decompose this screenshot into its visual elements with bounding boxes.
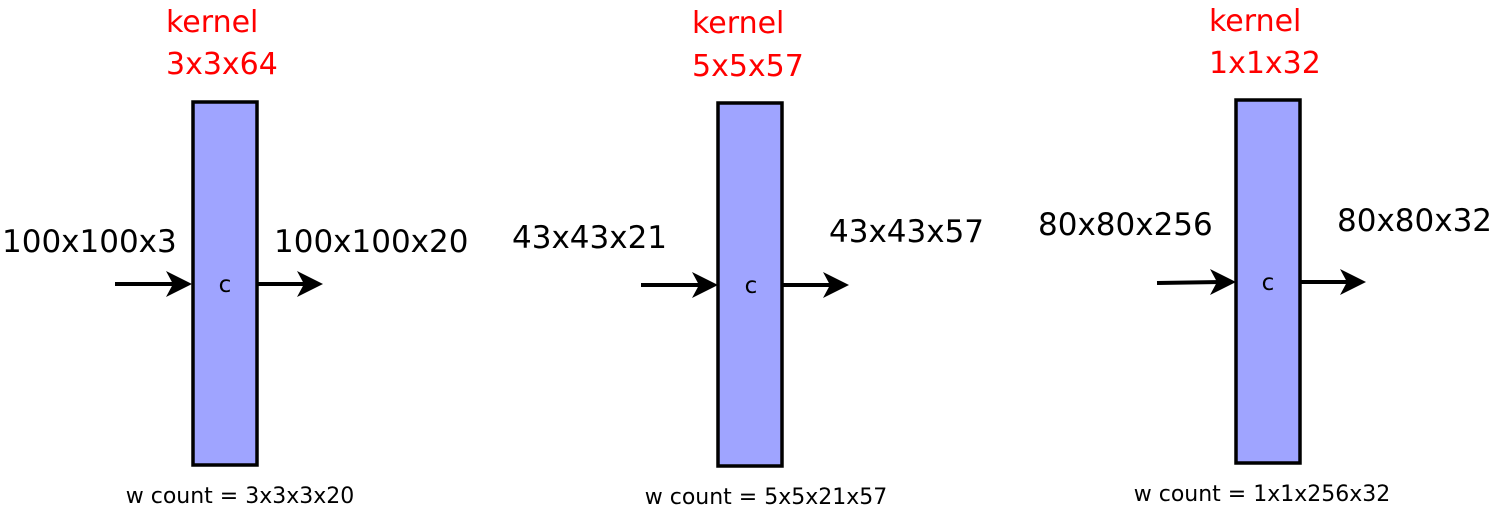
conv-layer-1: kernel 3x3x64 c 100x100x3 100x100x20 w c… [2, 5, 468, 509]
output-arrow-head [1340, 269, 1366, 295]
conv-layer-box [1234, 98, 1302, 465]
layer-label: c [219, 272, 232, 298]
weight-count: w count = 1x1x256x32 [1134, 482, 1391, 507]
layer-label: c [745, 273, 758, 299]
conv-layer-box [191, 100, 259, 467]
weight-count: w count = 3x3x3x20 [126, 484, 355, 509]
input-dims: 43x43x21 [512, 220, 667, 256]
output-arrow-head [297, 271, 323, 297]
kernel-size: 5x5x57 [692, 49, 804, 84]
input-dims: 80x80x256 [1038, 207, 1213, 243]
input-arrow [1156, 280, 1222, 285]
weight-count: w count = 5x5x21x57 [645, 485, 888, 510]
output-dims: 100x100x20 [274, 224, 468, 260]
kernel-label: kernel [166, 5, 258, 40]
output-dims: 43x43x57 [829, 214, 984, 250]
input-arrow-head [1210, 269, 1236, 295]
input-arrow-head [692, 272, 718, 298]
conv-layer-2: kernel 5x5x57 c 43x43x21 43x43x57 w coun… [512, 6, 984, 510]
output-arrow-head [823, 272, 849, 298]
kernel-size: 1x1x32 [1209, 46, 1321, 81]
output-dims: 80x80x32 [1337, 203, 1492, 239]
layer-label: c [1262, 270, 1275, 296]
input-dims: 100x100x3 [2, 224, 177, 260]
kernel-label: kernel [692, 6, 784, 41]
kernel-size: 3x3x64 [166, 47, 278, 82]
input-arrow-head [166, 271, 192, 297]
kernel-label: kernel [1209, 4, 1301, 39]
conv-layer-box [716, 101, 784, 468]
conv-layer-3: kernel 1x1x32 c 80x80x256 80x80x32 w cou… [1038, 4, 1492, 507]
